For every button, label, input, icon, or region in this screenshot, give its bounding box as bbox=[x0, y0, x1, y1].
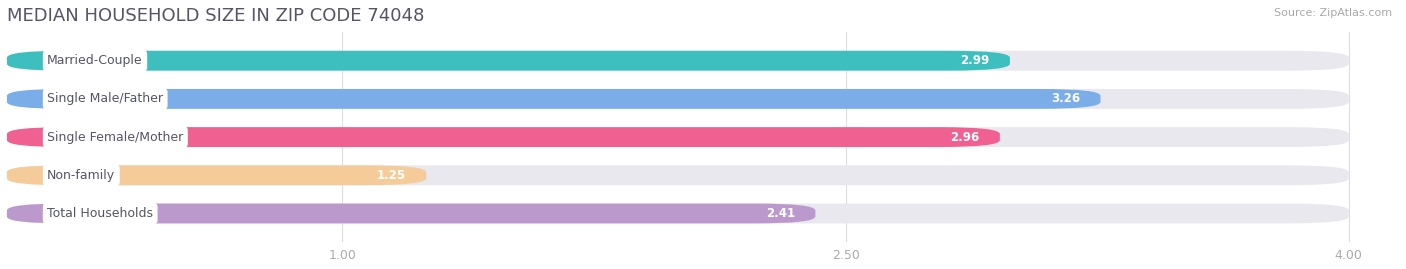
Text: Single Female/Mother: Single Female/Mother bbox=[48, 130, 183, 144]
FancyBboxPatch shape bbox=[7, 204, 1348, 223]
FancyBboxPatch shape bbox=[7, 204, 815, 223]
Text: 2.96: 2.96 bbox=[950, 130, 980, 144]
FancyBboxPatch shape bbox=[7, 51, 1348, 71]
Text: Non-family: Non-family bbox=[48, 169, 115, 182]
Text: 1.25: 1.25 bbox=[377, 169, 406, 182]
FancyBboxPatch shape bbox=[7, 165, 1348, 185]
Text: MEDIAN HOUSEHOLD SIZE IN ZIP CODE 74048: MEDIAN HOUSEHOLD SIZE IN ZIP CODE 74048 bbox=[7, 7, 425, 25]
Text: Source: ZipAtlas.com: Source: ZipAtlas.com bbox=[1274, 8, 1392, 18]
Text: Total Households: Total Households bbox=[48, 207, 153, 220]
FancyBboxPatch shape bbox=[7, 51, 1010, 71]
FancyBboxPatch shape bbox=[7, 89, 1101, 109]
Text: 2.41: 2.41 bbox=[766, 207, 796, 220]
FancyBboxPatch shape bbox=[7, 127, 1000, 147]
FancyBboxPatch shape bbox=[7, 127, 1348, 147]
Text: Married-Couple: Married-Couple bbox=[48, 54, 143, 67]
Text: 3.26: 3.26 bbox=[1052, 92, 1080, 105]
Text: 2.99: 2.99 bbox=[960, 54, 990, 67]
FancyBboxPatch shape bbox=[7, 89, 1348, 109]
Text: Single Male/Father: Single Male/Father bbox=[48, 92, 163, 105]
FancyBboxPatch shape bbox=[7, 165, 426, 185]
